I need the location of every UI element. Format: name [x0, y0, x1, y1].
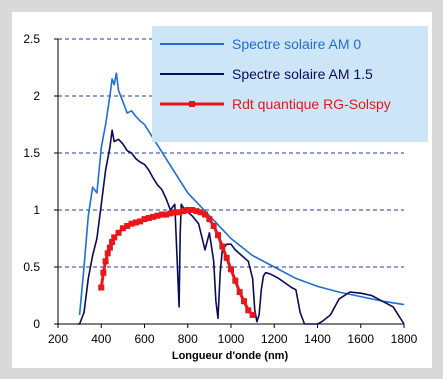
legend-label: Spectre solaire AM 0	[232, 36, 361, 52]
series-line-2	[77, 129, 405, 325]
x-tick-label: 600	[134, 332, 154, 346]
data-point	[115, 229, 122, 236]
data-point	[141, 216, 148, 223]
data-point	[219, 243, 226, 250]
y-tick-label: 0.5	[23, 260, 40, 274]
y-tick-label: 2.5	[23, 32, 40, 46]
data-point	[167, 210, 174, 217]
data-point	[104, 250, 111, 257]
x-tick-label: 800	[178, 332, 198, 346]
data-point	[228, 266, 234, 273]
data-point	[189, 207, 196, 213]
series-line-1	[78, 72, 405, 315]
data-point	[245, 307, 252, 314]
chart-area: 200 400 600 800 1000 1200 1400 1600 1800 0 0.5 1 1.…	[12, 12, 432, 368]
data-point	[223, 254, 230, 261]
data-point	[210, 222, 217, 229]
x-tick-label: 1800	[391, 332, 418, 346]
axes	[54, 38, 405, 328]
data-point	[206, 216, 213, 223]
data-point	[119, 225, 126, 232]
x-tick-labels: 200 400 600 800 1000 1200 1400 1600 1800	[48, 332, 418, 346]
x-tick-label: 1200	[261, 332, 288, 346]
data-point	[202, 211, 209, 218]
data-point	[102, 258, 109, 265]
legend-box	[152, 26, 428, 142]
legend-label: Spectre solaire AM 1.5	[232, 66, 373, 82]
data-point	[150, 213, 157, 220]
x-tick-label: 1600	[347, 332, 374, 346]
data-point	[100, 269, 107, 276]
data-point	[145, 214, 152, 221]
data-point	[111, 234, 118, 241]
data-point	[193, 208, 200, 215]
x-tick-label: 1400	[304, 332, 331, 346]
data-point	[158, 211, 165, 218]
data-point	[154, 212, 161, 219]
data-point	[124, 222, 131, 229]
x-tick-label: 1000	[218, 332, 245, 346]
data-point	[106, 244, 113, 251]
y-tick-label: 1	[33, 203, 40, 217]
x-axis-label: Longueur d'onde (nm)	[172, 350, 289, 362]
data-point	[109, 238, 116, 245]
y-tick-label: 1.5	[23, 146, 40, 160]
data-point	[180, 208, 187, 215]
data-point	[249, 311, 256, 318]
data-point	[197, 209, 204, 216]
data-point	[215, 232, 222, 239]
data-point	[171, 209, 178, 216]
legend-label: Rdt quantique RG-Solspy	[232, 96, 391, 112]
legend-marker	[189, 101, 195, 107]
data-point	[232, 277, 239, 284]
data-point	[98, 284, 105, 291]
series-layer	[77, 72, 405, 325]
data-point	[132, 219, 139, 226]
data-point	[236, 289, 243, 296]
data-point	[184, 207, 191, 213]
legend: Spectre solaire AM 0 Spectre solaire AM 1…	[152, 26, 428, 142]
x-tick-label: 400	[91, 332, 111, 346]
data-point	[137, 218, 144, 225]
data-point	[128, 220, 135, 227]
x-tick-label: 200	[48, 332, 68, 346]
data-point	[163, 211, 170, 218]
line-chart: 200 400 600 800 1000 1200 1400 1600 1800 0 0.5 1 1.…	[23, 26, 428, 362]
data-point	[240, 298, 247, 305]
data-point	[176, 209, 183, 216]
y-tick-label: 0	[33, 317, 40, 331]
y-tick-label: 2	[33, 89, 40, 103]
y-tick-labels: 0 0.5 1 1.5 2 2.5	[23, 32, 40, 331]
